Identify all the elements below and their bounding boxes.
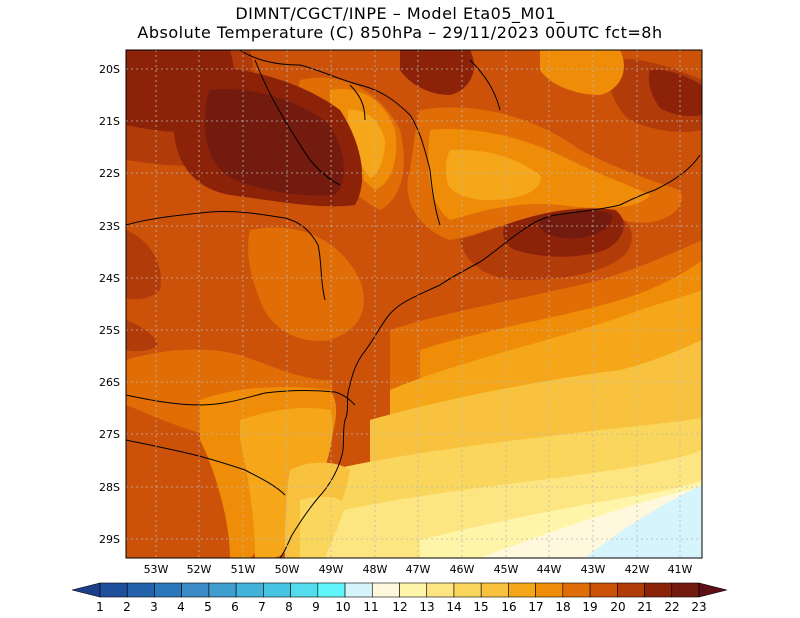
lat-tick-label: 29S	[99, 533, 120, 546]
colorbar-swatch	[426, 582, 455, 598]
colorbar-swatch	[371, 582, 400, 598]
colorbar-swatch	[589, 582, 618, 598]
lat-tick-label: 28S	[99, 481, 120, 494]
lon-tick-label: 47W	[406, 563, 431, 576]
lon-tick-label: 49W	[319, 563, 344, 576]
lat-tick-label: 23S	[99, 220, 120, 233]
colorbar-label: 13	[419, 600, 434, 614]
colorbar-label: 17	[528, 600, 543, 614]
colorbar-label: 22	[664, 600, 679, 614]
lon-tick-label: 48W	[363, 563, 388, 576]
longitude-axis: 53W 52W 51W 50W 49W 48W 47W 46W 45W 44W …	[144, 563, 693, 576]
lat-tick-label: 25S	[99, 324, 120, 337]
colorbar-swatch	[99, 582, 128, 598]
colorbar-label: 6	[231, 600, 239, 614]
lon-tick-label: 45W	[494, 563, 519, 576]
lat-tick-label: 21S	[99, 115, 120, 128]
colorbar-label: 20	[610, 600, 625, 614]
colorbar-label: 7	[258, 600, 266, 614]
lon-tick-label: 42W	[625, 563, 650, 576]
colorbar-swatch	[290, 582, 319, 598]
map-frame	[125, 49, 703, 559]
colorbar-swatch	[671, 582, 700, 598]
colorbar-label: 10	[335, 600, 350, 614]
colorbar-swatch	[263, 582, 291, 598]
temperature-colorbar: 1 2 3 4 5 6 7 8 9 10 11 12 13 14 15 16 1…	[71, 582, 728, 614]
colorbar-label: 14	[446, 600, 461, 614]
colorbar-label: 19	[582, 600, 597, 614]
colorbar-label: 18	[555, 600, 570, 614]
latitude-axis: 20S 21S 22S 23S 24S 25S 26S 27S 28S 29S	[99, 63, 120, 546]
lon-tick-label: 51W	[231, 563, 256, 576]
map-title-line-1: DIMNT/CGCT/INPE – Model Eta05_M01_	[235, 4, 565, 23]
colorbar-label: 11	[363, 600, 378, 614]
colorbar-swatch	[235, 582, 264, 598]
coastline-and-borders	[126, 50, 701, 558]
temperature-field	[126, 50, 702, 558]
colorbar-swatch	[480, 582, 509, 598]
lon-tick-label: 43W	[581, 563, 606, 576]
colorbar-label: 2	[123, 600, 131, 614]
colorbar-label: 5	[204, 600, 212, 614]
colorbar-swatch	[453, 582, 482, 598]
colorbar-swatch	[126, 582, 155, 598]
lat-tick-label: 20S	[99, 63, 120, 76]
lon-tick-label: 50W	[275, 563, 300, 576]
colorbar-swatch	[344, 582, 373, 598]
lat-tick-label: 22S	[99, 167, 120, 180]
colorbar-swatch	[399, 582, 428, 598]
colorbar-label: 15	[473, 600, 488, 614]
colorbar-swatch	[562, 582, 591, 598]
map-title-line-2: Absolute Temperature (C) 850hPa – 29/11/…	[137, 23, 663, 42]
colorbar-swatch	[154, 582, 182, 598]
colorbar-swatch	[181, 582, 210, 598]
map-gridlines	[126, 50, 702, 558]
colorbar-label: 23	[691, 600, 706, 614]
lon-tick-label: 52W	[187, 563, 212, 576]
lon-tick-label: 46W	[450, 563, 475, 576]
lat-tick-label: 26S	[99, 376, 120, 389]
colorbar-label: 16	[501, 600, 516, 614]
colorbar-label: 9	[312, 600, 320, 614]
colorbar-label: 4	[177, 600, 185, 614]
colorbar-under-triangle	[71, 582, 101, 598]
colorbar-swatch	[508, 582, 536, 598]
colorbar-label: 8	[285, 600, 293, 614]
colorbar-swatch	[644, 582, 673, 598]
colorbar-swatch	[317, 582, 346, 598]
lat-tick-label: 27S	[99, 428, 120, 441]
lon-tick-label: 44W	[537, 563, 562, 576]
colorbar-swatch	[208, 582, 237, 598]
colorbar-label: 12	[392, 600, 407, 614]
colorbar-label: 21	[637, 600, 652, 614]
colorbar-label: 1	[96, 600, 104, 614]
colorbar-over-triangle	[698, 582, 728, 598]
colorbar-swatch	[535, 582, 564, 598]
lon-tick-label: 53W	[144, 563, 169, 576]
colorbar-label: 3	[150, 600, 158, 614]
lat-tick-label: 24S	[99, 272, 120, 285]
lon-tick-label: 41W	[668, 563, 693, 576]
colorbar-swatch	[617, 582, 645, 598]
